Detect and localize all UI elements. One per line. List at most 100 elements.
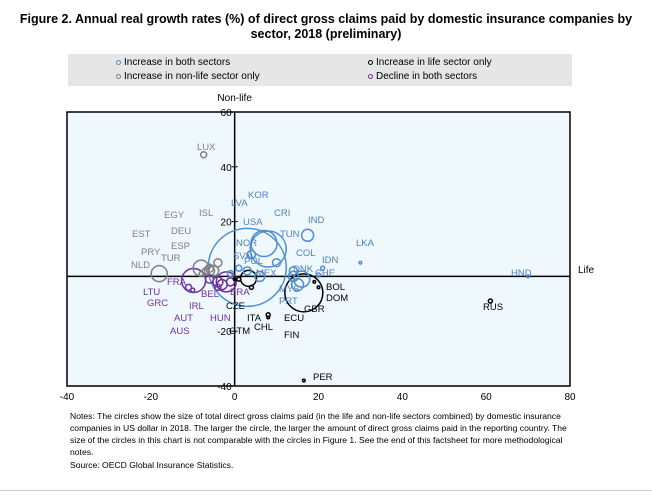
- bubble-dnk: [287, 270, 300, 283]
- legend-item-life-only: Increase in life sector only: [368, 57, 492, 68]
- point-label: FRA: [167, 277, 187, 288]
- point-label: GTM: [229, 326, 250, 337]
- point-label: BOL: [326, 282, 345, 293]
- bubble-aus: [214, 283, 222, 292]
- bubble-chl: [248, 284, 255, 291]
- bubble-isl: [213, 257, 223, 268]
- notes: Notes: The circles show the size of tota…: [70, 410, 570, 471]
- legend-circle-icon: [116, 74, 121, 79]
- y-axis-title: Non-life: [217, 93, 252, 104]
- y-tick-label: -40: [217, 382, 232, 393]
- point-label: CZE: [226, 301, 245, 312]
- bubble-est: [198, 270, 204, 277]
- x-tick-label: 60: [481, 392, 493, 403]
- point-label: DOM: [326, 293, 348, 304]
- bubble-bra: [215, 271, 238, 293]
- legend-item-nonlife-only: Increase in non-life sector only: [116, 71, 260, 82]
- point-label: PER: [313, 372, 333, 383]
- point-label: CRI: [274, 208, 290, 219]
- bubble-usa: [207, 227, 287, 308]
- bubble-bol: [316, 285, 321, 290]
- bubble-ind: [300, 228, 315, 243]
- notes-text: Notes: The circles show the size of tota…: [70, 411, 567, 457]
- point-label: POL: [244, 256, 263, 267]
- point-label: USA: [243, 217, 263, 228]
- bubble-fin: [266, 315, 271, 320]
- bubble-svn: [235, 264, 243, 272]
- scatter-chart: -40 -20 0 20 40 60 80 60 40 20 -20 -40 Non-life Life L…: [60, 93, 595, 403]
- divider: [0, 490, 652, 491]
- x-tick-label: 20: [313, 392, 325, 403]
- point-label: BRA: [230, 287, 250, 298]
- point-label: AUS: [170, 326, 190, 337]
- bubble-nor: [246, 249, 257, 260]
- bubble-idn: [319, 265, 326, 271]
- legend-label: Increase in both sectors: [124, 57, 231, 68]
- x-tick-label: 0: [232, 392, 238, 403]
- point-label: IDN: [322, 255, 339, 266]
- point-label: DEU: [171, 226, 191, 237]
- point-label: EST: [132, 229, 151, 240]
- point-label: LKA: [356, 238, 375, 249]
- plot-area: [66, 111, 571, 387]
- point-label: NOR: [236, 238, 257, 249]
- point-label: PRY: [141, 247, 161, 258]
- point-label: GBR: [304, 304, 325, 315]
- point-label: CHL: [254, 322, 273, 333]
- legend-label: Increase in non-life sector only: [124, 71, 260, 82]
- point-label: AUT: [174, 313, 193, 324]
- point-label: IND: [308, 215, 325, 226]
- bubble-pol: [242, 266, 252, 276]
- bubble-hnd: [526, 274, 531, 279]
- x-tick-label: -20: [144, 392, 159, 403]
- point-label: RUS: [483, 302, 503, 313]
- bubble-gtm: [232, 277, 237, 282]
- point-label: LVA: [231, 198, 248, 209]
- bubble-esp: [203, 265, 216, 277]
- bubble-ltu: [184, 283, 193, 292]
- bubble-mex: [254, 270, 266, 283]
- legend-circle-icon: [368, 60, 373, 65]
- point-label: CHE: [315, 268, 335, 279]
- point-label: IRL: [189, 301, 204, 312]
- point-label: ECU: [284, 313, 304, 324]
- bubble-per: [301, 378, 306, 383]
- legend-item-both-decline: Decline in both sectors: [368, 71, 477, 82]
- point-label: EGY: [164, 210, 185, 221]
- point-label: NLD: [131, 260, 150, 271]
- point-label: HUN: [210, 313, 231, 324]
- y-tick-label: -20: [217, 327, 232, 338]
- source-text: Source: OECD Global Insurance Statistics…: [70, 460, 234, 470]
- point-label: GRC: [147, 298, 168, 309]
- bubble-cze: [236, 276, 242, 282]
- point-label: HND: [511, 268, 532, 279]
- point-label: KOR: [248, 190, 269, 201]
- y-tick-label: 60: [221, 108, 233, 119]
- bubble-bel: [204, 274, 215, 284]
- point-label: COL: [296, 248, 316, 259]
- x-tick-label: 40: [397, 392, 409, 403]
- point-label: MYS: [279, 284, 300, 295]
- legend-circle-icon: [368, 74, 373, 79]
- point-label: LUX: [197, 142, 216, 153]
- point-label: ITA: [247, 313, 262, 324]
- point-label: ISL: [199, 208, 213, 219]
- bubble-che: [315, 272, 322, 278]
- point-label: DNK: [293, 264, 314, 275]
- x-tick-label: -40: [60, 392, 75, 403]
- legend-circle-icon: [116, 60, 121, 65]
- y-tick-label: 20: [221, 218, 233, 229]
- bubble-gbr: [284, 273, 324, 313]
- point-label: MEX: [256, 268, 277, 279]
- legend-label: Decline in both sectors: [376, 71, 478, 82]
- x-axis-title: Life: [578, 265, 595, 276]
- bubble-rus: [487, 298, 494, 304]
- bubble-pry: [201, 267, 210, 275]
- bubble-kor: [250, 229, 278, 258]
- bubble-grc: [190, 287, 196, 293]
- bubble-lva: [226, 269, 235, 278]
- bubble-nld: [150, 264, 168, 283]
- point-label: FIN: [284, 330, 299, 341]
- point-label: ESP: [171, 241, 190, 252]
